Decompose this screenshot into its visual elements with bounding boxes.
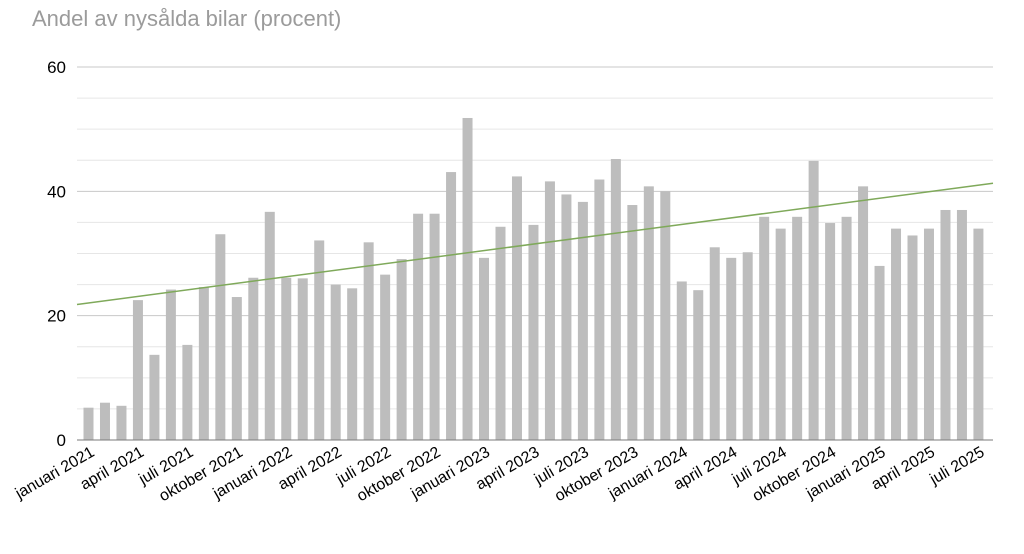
bar xyxy=(314,240,325,440)
bar xyxy=(83,407,94,440)
bar xyxy=(627,205,638,440)
bar xyxy=(132,300,143,440)
bar xyxy=(446,172,457,441)
bars xyxy=(83,117,984,441)
bar xyxy=(149,354,160,440)
bar xyxy=(198,287,209,440)
y-tick-label: 0 xyxy=(57,431,66,450)
bar xyxy=(825,223,836,440)
bar xyxy=(594,179,605,440)
y-tick-label: 20 xyxy=(47,307,66,326)
bar xyxy=(380,274,391,440)
bar xyxy=(413,213,424,440)
bar xyxy=(923,228,934,440)
bar xyxy=(940,209,951,440)
bar xyxy=(528,224,539,440)
bar xyxy=(248,277,259,440)
bar xyxy=(808,160,819,440)
bar xyxy=(363,242,374,440)
bar xyxy=(396,259,407,440)
bar xyxy=(511,176,522,440)
bar xyxy=(429,213,440,440)
y-tick-label: 60 xyxy=(47,58,66,77)
bar xyxy=(347,288,358,440)
bar xyxy=(874,265,885,440)
bar xyxy=(693,290,704,440)
bar xyxy=(841,216,852,440)
bar xyxy=(775,228,786,440)
bar xyxy=(676,281,687,440)
bar xyxy=(973,228,984,440)
chart-title: Andel av nysålda bilar (procent) xyxy=(32,6,342,31)
bar xyxy=(215,234,226,440)
bar xyxy=(792,216,803,440)
bar xyxy=(479,257,490,440)
bar xyxy=(709,247,720,440)
y-tick-label: 40 xyxy=(47,182,66,201)
x-tick-label: januari 2021 xyxy=(12,444,98,503)
x-tick-label: juli 2025 xyxy=(926,444,987,489)
bar xyxy=(891,228,902,440)
bar xyxy=(330,284,341,440)
bar xyxy=(759,216,770,440)
bar xyxy=(858,186,869,440)
bar xyxy=(561,194,572,440)
bar xyxy=(99,402,110,440)
bar xyxy=(660,191,671,440)
bar xyxy=(610,159,621,441)
bar xyxy=(264,211,275,440)
bar xyxy=(643,186,654,440)
bar xyxy=(462,117,473,440)
trend-line-group xyxy=(76,182,994,306)
y-axis: 0 20 40 60 xyxy=(47,58,66,450)
bar xyxy=(742,252,753,440)
bar xyxy=(544,181,555,441)
bar xyxy=(182,344,193,440)
bar xyxy=(165,289,176,440)
bar xyxy=(726,257,737,440)
bar xyxy=(231,297,242,440)
bar xyxy=(116,405,127,440)
bar xyxy=(281,277,292,440)
bar xyxy=(297,278,308,440)
bar xyxy=(907,235,918,440)
bar xyxy=(495,226,506,440)
bar xyxy=(956,209,967,440)
bar xyxy=(577,201,588,440)
trend-line xyxy=(76,182,994,306)
